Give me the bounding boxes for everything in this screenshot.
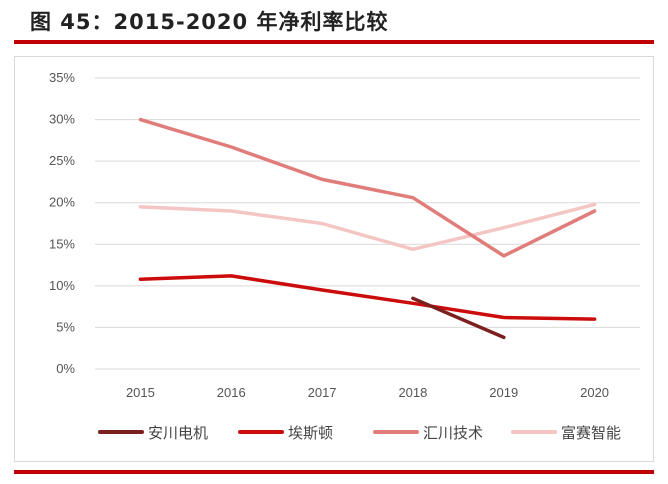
y-tick-label: 35%: [49, 70, 75, 85]
y-tick-label: 30%: [49, 112, 75, 127]
x-tick-label: 2020: [580, 385, 609, 400]
series-line: [138, 117, 597, 258]
x-tick-label: 2016: [217, 385, 246, 400]
figure-title: 图 45：2015-2020 年净利率比较: [30, 10, 389, 34]
legend-label: 富赛智能: [561, 424, 621, 442]
y-tick-label: 25%: [49, 153, 75, 168]
series-line: [411, 296, 506, 340]
y-tick-label: 20%: [49, 195, 75, 210]
legend-label: 安川电机: [148, 424, 208, 442]
x-tick-label: 2017: [308, 385, 337, 400]
y-tick-label: 15%: [49, 236, 75, 251]
y-tick-label: 10%: [49, 278, 75, 293]
series-line: [138, 274, 597, 321]
title-rule: [14, 40, 654, 44]
y-tick-label: 5%: [56, 319, 75, 334]
chart-frame: [14, 56, 654, 462]
x-tick-label: 2015: [126, 385, 155, 400]
x-tick-label: 2019: [489, 385, 518, 400]
legend-label: 埃斯顿: [288, 424, 333, 442]
legend-label: 汇川技术: [423, 424, 483, 442]
y-tick-label: 0%: [56, 361, 75, 376]
bottom-rule: [14, 470, 654, 474]
series-line: [138, 202, 597, 252]
x-tick-label: 2018: [398, 385, 427, 400]
